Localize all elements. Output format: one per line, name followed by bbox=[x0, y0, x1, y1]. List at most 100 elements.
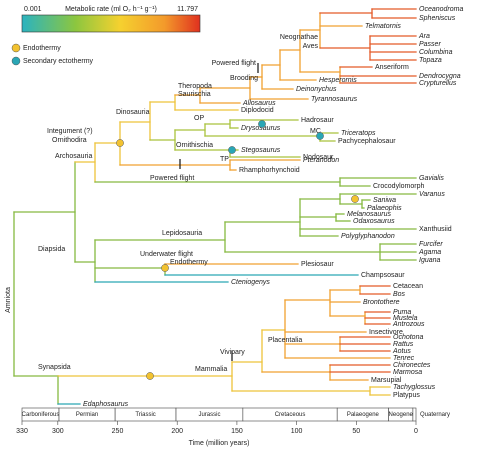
trait-marker bbox=[161, 264, 169, 272]
clade-label: Synapsida bbox=[38, 364, 71, 371]
clade-label: Vivipary bbox=[220, 349, 245, 356]
tip-label: Hadrosaur bbox=[301, 117, 334, 124]
tip-label: Deinonychus bbox=[296, 86, 337, 93]
tip-label: Dendrocygna bbox=[419, 73, 461, 80]
trait-marker bbox=[258, 120, 266, 128]
period-label: Triassic bbox=[135, 412, 155, 418]
clade-label: Underwater flight bbox=[140, 251, 193, 258]
colorbar-min: 0.001 bbox=[24, 6, 42, 13]
trait-marker bbox=[351, 195, 359, 203]
tip-label: Allosaurus bbox=[242, 100, 276, 107]
tip-label: Marmosa bbox=[393, 369, 422, 376]
clade-label: Mammalia bbox=[195, 366, 227, 373]
tip-label: Champsosaur bbox=[361, 272, 405, 279]
period-label: Neogene bbox=[389, 412, 414, 418]
period-label: Carboniferous bbox=[22, 412, 60, 418]
tip-label: Topaza bbox=[419, 57, 442, 64]
tip-label: Stegosaurus bbox=[241, 147, 281, 154]
tip-label: Rattus bbox=[393, 341, 414, 348]
colorbar-title: Metabolic rate (ml O₂ h⁻¹ g⁻¹) bbox=[65, 6, 157, 13]
tip-label: Bos bbox=[393, 291, 406, 298]
tip-label: Tyrannosaurus bbox=[311, 96, 358, 103]
tip-label: Varanus bbox=[419, 191, 445, 198]
legend-marker bbox=[11, 43, 21, 53]
clade-label: Powered flight bbox=[150, 175, 194, 182]
clade-label: Neognathae bbox=[280, 34, 318, 41]
trait-marker bbox=[116, 139, 124, 147]
tip-label: Hesperornis bbox=[319, 77, 357, 84]
tip-label: Brontothere bbox=[363, 299, 400, 306]
period-label: Permian bbox=[76, 412, 98, 418]
clade-label: Placentalia bbox=[268, 337, 302, 344]
tick-label: 50 bbox=[352, 428, 360, 435]
tip-label: Insectivore bbox=[369, 329, 403, 336]
clade-label: Dinosauria bbox=[116, 109, 150, 116]
tip-label: Passer bbox=[419, 41, 441, 48]
colorbar-max: 11.797 bbox=[177, 6, 198, 13]
legend-label: Secondary ectothermy bbox=[23, 58, 94, 65]
tip-label: Nodosaur bbox=[303, 154, 334, 161]
tip-label: Cteniogenys bbox=[231, 279, 270, 286]
tip-label: Edaphosaurus bbox=[83, 401, 129, 408]
clade-label: Aves bbox=[303, 43, 319, 50]
tip-label: Aotus bbox=[392, 348, 411, 355]
trait-marker bbox=[316, 132, 324, 140]
tip-label: Rhamphorhynchoid bbox=[239, 167, 300, 174]
tick-label: 300 bbox=[52, 428, 64, 435]
period-box bbox=[412, 407, 417, 422]
tip-label: Polyglyphanodon bbox=[341, 233, 395, 240]
tip-label: Pteranodon bbox=[303, 157, 339, 164]
tip-label: Saniwa bbox=[373, 197, 396, 204]
trait-marker bbox=[146, 372, 154, 380]
tip-label: Crypturellus bbox=[419, 80, 457, 87]
tip-label: Drysosaurus bbox=[241, 125, 281, 132]
clade-label: MC bbox=[310, 128, 321, 135]
tip-label: Cetacean bbox=[393, 283, 423, 290]
tick-label: 250 bbox=[112, 428, 124, 435]
legend-marker bbox=[11, 56, 21, 66]
legend-label: Endothermy bbox=[23, 45, 61, 52]
tip-label: Antrozous bbox=[392, 321, 425, 328]
tick-label: 330 bbox=[16, 428, 28, 435]
tip-label: Triceratops bbox=[341, 130, 376, 137]
tick-label: 200 bbox=[171, 428, 183, 435]
clade-label: Integument (?) bbox=[47, 128, 93, 135]
period-label: Jurassic bbox=[198, 412, 220, 418]
tip-label: Tachyglossus bbox=[393, 384, 436, 391]
period-label: Quaternary bbox=[420, 412, 450, 418]
period-label: Palaeogene bbox=[347, 412, 380, 418]
tip-label: Iguana bbox=[419, 257, 441, 264]
tip-label: Tenrec bbox=[393, 355, 415, 362]
tip-label: Gavialis bbox=[419, 175, 444, 182]
tip-label: Marsupial bbox=[371, 377, 402, 384]
clade-label: OP bbox=[194, 115, 204, 122]
tip-label: Columbina bbox=[419, 49, 453, 56]
tip-label: Mustela bbox=[393, 315, 418, 322]
period-label: Cretaceous bbox=[275, 412, 306, 418]
tip-label: Puma bbox=[393, 309, 411, 316]
tip-label: Diplodocid bbox=[241, 107, 274, 114]
tip-label: Oceanodroma bbox=[419, 6, 463, 13]
clade-label: Theropoda bbox=[178, 83, 212, 90]
clade-label: TP bbox=[220, 156, 229, 163]
axis-label: Time (million years) bbox=[189, 440, 250, 447]
clade-label: Lepidosauria bbox=[162, 230, 202, 237]
clade-label: Archosauria bbox=[55, 153, 92, 160]
clade-label: Endothermy bbox=[170, 259, 208, 266]
tip-label: Chironectes bbox=[393, 362, 431, 369]
clade-label: Powered flight bbox=[212, 60, 256, 67]
clade-label: Amniota bbox=[5, 287, 12, 313]
tip-label: Spheniscus bbox=[419, 15, 456, 22]
tick-label: 100 bbox=[291, 428, 303, 435]
tick-label: 0 bbox=[414, 428, 418, 435]
clade-label: Diapsida bbox=[38, 246, 65, 253]
tip-label: Telmatornis bbox=[365, 23, 401, 30]
tip-label: Anseriform bbox=[375, 64, 409, 71]
clade-label: Saurischia bbox=[178, 91, 211, 98]
tip-label: Crocodylomorph bbox=[373, 183, 424, 190]
tip-label: Ara bbox=[418, 33, 430, 40]
tip-label: Furcifer bbox=[419, 241, 443, 248]
tip-label: Melanosaurus bbox=[347, 211, 391, 218]
